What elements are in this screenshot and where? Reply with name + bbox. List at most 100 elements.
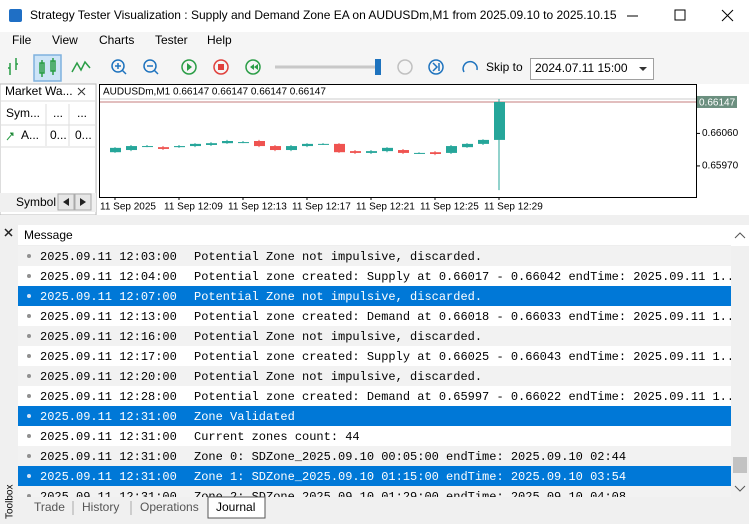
tab-label[interactable]: History	[82, 500, 119, 514]
mw-header: ...	[77, 106, 87, 120]
candle-body	[334, 143, 345, 153]
row-time: 2025.09.11 12:13:00	[40, 310, 177, 324]
row-icon	[27, 454, 31, 458]
mw-tab[interactable]: Symbol	[16, 195, 56, 209]
row-message: Zone 2: SDZone_2025.09.10 01:29:00 endTi…	[194, 490, 626, 504]
candle-body	[446, 146, 457, 153]
skip-end-button[interactable]	[428, 59, 444, 75]
row-icon	[27, 474, 31, 478]
journal-row[interactable]	[18, 346, 731, 366]
x-tick-label: 11 Sep 12:17	[292, 202, 351, 213]
maximize-button[interactable]	[674, 9, 686, 21]
splitter[interactable]	[0, 215, 749, 225]
tab-label[interactable]: Trade	[34, 500, 65, 514]
speed-thumb[interactable]	[375, 59, 381, 75]
menu-item[interactable]: File	[12, 33, 32, 47]
zoom-out[interactable]	[143, 59, 157, 73]
journal-row-selected[interactable]	[18, 466, 731, 486]
line-icon[interactable]	[71, 60, 91, 73]
candle-body	[462, 143, 473, 148]
journal-row-selected[interactable]	[18, 286, 731, 306]
menu-item[interactable]: View	[52, 33, 78, 47]
menu-item[interactable]: Tester	[155, 33, 188, 47]
toolbox-close[interactable]	[4, 228, 13, 237]
stop-button[interactable]	[213, 59, 229, 75]
mw-cell[interactable]: 0...	[75, 128, 92, 142]
zoom-in[interactable]	[111, 59, 125, 73]
price-box	[697, 95, 737, 108]
candle-body	[414, 152, 425, 154]
row-message: Zone 0: SDZone_2025.09.10 00:05:00 endTi…	[194, 450, 626, 464]
candles-icon-active[interactable]	[33, 54, 62, 82]
journal-row[interactable]	[18, 266, 731, 286]
app-icon	[9, 9, 22, 22]
row-message: Potential Zone not impulsive, discarded.	[194, 290, 482, 304]
row-icon	[27, 414, 31, 418]
candle-body	[318, 143, 329, 145]
row-icon	[27, 374, 31, 378]
row-time: 2025.09.11 12:31:00	[40, 450, 177, 464]
toolbox-strip	[0, 225, 18, 524]
candle-body	[222, 141, 233, 144]
price-box-label: 0.66147	[699, 98, 736, 109]
active-tab[interactable]	[207, 496, 266, 519]
candle-body	[174, 146, 185, 148]
play-button[interactable]	[181, 59, 197, 75]
row-message: Current zones count: 44	[194, 430, 360, 444]
menu-item[interactable]: Charts	[99, 33, 134, 47]
journal-row[interactable]	[18, 386, 731, 406]
journal-row[interactable]	[18, 426, 731, 446]
scroll-down[interactable]	[734, 485, 746, 492]
scrollbar[interactable]	[731, 246, 749, 497]
row-message: Zone 1: SDZone_2025.09.10 01:15:00 endTi…	[194, 470, 626, 484]
candle-body	[270, 146, 281, 151]
row-message: Potential zone created: Supply at 0.6602…	[194, 350, 741, 364]
scroll-thumb[interactable]	[733, 457, 747, 473]
candle-body	[430, 152, 441, 155]
row-icon	[27, 274, 31, 278]
row-message: Potential zone created: Demand at 0.6599…	[194, 390, 741, 404]
skip-date-field[interactable]	[530, 58, 654, 80]
step-button[interactable]	[397, 59, 413, 75]
market-watch-title: Market Wa...	[5, 84, 73, 98]
mw-cell[interactable]: A...	[21, 128, 39, 142]
journal-row[interactable]	[18, 326, 731, 346]
row-message: Potential Zone not impulsive, discarded.	[194, 250, 482, 264]
journal-row[interactable]	[18, 446, 731, 466]
journal-row[interactable]	[18, 366, 731, 386]
row-time: 2025.09.11 12:16:00	[40, 330, 177, 344]
journal-row[interactable]	[18, 486, 731, 506]
menu-item[interactable]: Help	[207, 33, 232, 47]
bars-icon[interactable]	[8, 58, 18, 75]
toolbar-icons	[8, 54, 478, 82]
journal-row-selected[interactable]	[18, 406, 731, 426]
rewind-button[interactable]	[245, 59, 261, 75]
candle-body	[302, 143, 313, 147]
tab-label[interactable]: Journal	[216, 500, 255, 514]
dropdown-arrow[interactable]	[639, 67, 647, 71]
mw-header: ...	[53, 106, 63, 120]
mw-cell[interactable]: 0...	[50, 128, 67, 142]
close-button[interactable]	[721, 9, 734, 22]
title-bar	[0, 0, 749, 32]
skip-date: 2024.07.11 15:00	[535, 61, 628, 75]
scroll-up[interactable]	[734, 232, 746, 239]
mw-header: Sym...	[6, 106, 40, 120]
tab-bar	[18, 497, 749, 524]
candle-body	[190, 143, 201, 147]
row-time: 2025.09.11 12:17:00	[40, 350, 177, 364]
row-time: 2025.09.11 12:03:00	[40, 250, 177, 264]
journal-row[interactable]	[18, 306, 731, 326]
skip-label: Skip to	[486, 60, 523, 74]
candle-body	[254, 141, 265, 147]
window-title: Strategy Tester Visualization : Supply a…	[30, 8, 617, 22]
x-tick-label: 11 Sep 12:21	[356, 202, 415, 213]
x-tick-label: 11 Sep 2025	[100, 202, 156, 213]
candle-body	[206, 143, 217, 145]
journal-row[interactable]	[18, 246, 731, 266]
candle-body	[142, 146, 153, 148]
row-message: Potential zone created: Supply at 0.6601…	[194, 270, 741, 284]
tab-label[interactable]: Operations	[140, 500, 199, 514]
market-watch-close[interactable]	[77, 87, 86, 96]
toolbox-label: Toolbox	[5, 485, 16, 519]
